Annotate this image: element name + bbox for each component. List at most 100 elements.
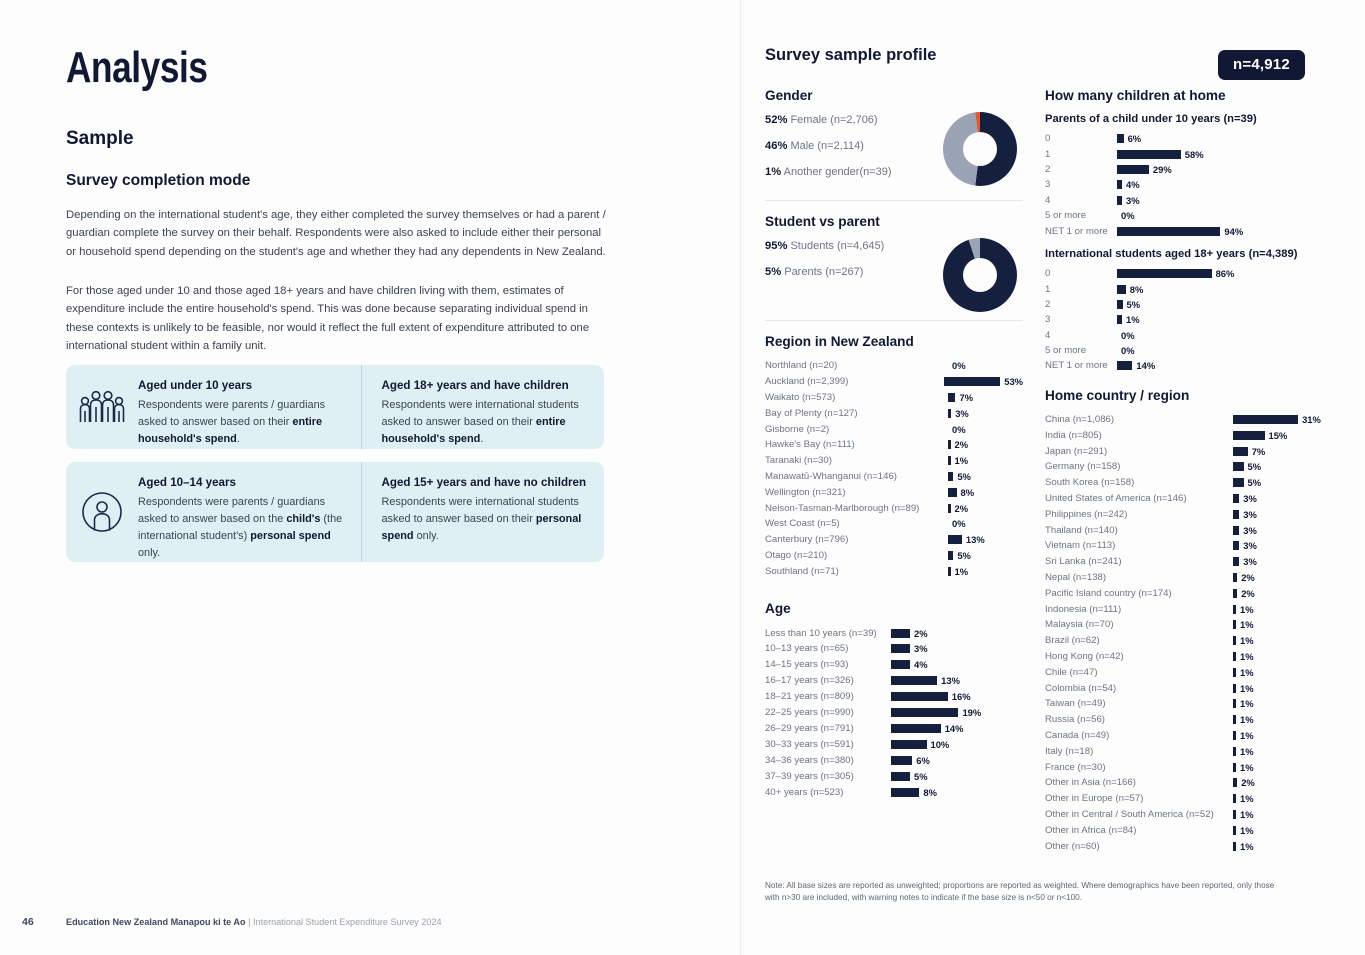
bar-label: Italy (n=18) — [1045, 745, 1094, 757]
bar-label: Nepal (n=138) — [1045, 572, 1107, 584]
bar-value: 3% — [1243, 524, 1257, 536]
bar-value: 4% — [914, 659, 928, 671]
bar-label: 40+ years (n=523) — [765, 786, 844, 798]
bar-label: NET 1 or more — [1045, 360, 1108, 372]
bar-fill — [1233, 573, 1238, 583]
page-divider — [740, 0, 741, 955]
bar-track: 4% — [891, 659, 928, 670]
bar-value: 0% — [952, 360, 966, 372]
bar-fill — [1233, 667, 1236, 677]
legend-value: 46% — [765, 140, 788, 152]
info-box-heading: Aged 18+ years and have children — [381, 379, 569, 392]
bar-row: 1 8% — [1045, 281, 1333, 296]
bar-track: 0% — [948, 360, 966, 371]
bar-fill — [948, 440, 951, 450]
legend-value: 52% — [765, 114, 788, 126]
bar-row: Malaysia (n=70) 1% — [1045, 617, 1333, 633]
bar-value: 2% — [1241, 777, 1255, 789]
bar-value: 3% — [1126, 194, 1140, 206]
bar-label: Other in Africa (n=84) — [1045, 824, 1137, 836]
bar-track: 1% — [1233, 714, 1254, 725]
bar-track: 94% — [1117, 226, 1243, 237]
student-parent-legend: 95% Students (n=4,645) 5% Parents (n=267) — [765, 238, 943, 292]
bar-row: Indonesia (n=111) 1% — [1045, 601, 1333, 617]
bar-row: 14–15 years (n=93) 4% — [765, 657, 1023, 673]
bar-label: China (n=1,086) — [1045, 414, 1115, 426]
bar-value: 29% — [1152, 164, 1172, 176]
heading-survey-completion-mode: Survey completion mode — [66, 172, 251, 189]
bar-fill — [948, 392, 956, 402]
bar-label: West Coast (n=5) — [765, 518, 840, 530]
bar-value: 13% — [941, 675, 960, 687]
bar-row: 2 29% — [1045, 162, 1333, 177]
text-part: . — [236, 432, 240, 445]
bar-row: Less than 10 years (n=39) 2% — [765, 625, 1023, 641]
bar-fill — [948, 471, 954, 481]
bar-row: Taranaki (n=30) 1% — [765, 453, 1023, 469]
text-part: Respondents were parents / guardians ask… — [138, 496, 326, 525]
student-parent-donut-chart — [943, 238, 1017, 312]
bar-track: 5% — [1233, 461, 1261, 472]
gender-legend: 52% Female (n=2,706) 46% Male (n=2,114) 1%… — [765, 112, 943, 192]
bar-track: 1% — [948, 455, 968, 466]
info-box-text: Respondents were parents / guardians ask… — [138, 494, 347, 562]
page-title: Analysis — [66, 43, 208, 92]
chart-title-region: Region in New Zealand — [765, 334, 914, 349]
bar-value: 1% — [1240, 761, 1254, 773]
bar-value: 5% — [957, 470, 971, 482]
bar-row: Philippines (n=242) 3% — [1045, 506, 1333, 522]
bar-fill — [891, 708, 959, 718]
bar-row: Other in Europe (n=57) 1% — [1045, 791, 1333, 807]
bar-value: 1% — [1240, 745, 1254, 757]
footer-separator: | — [248, 917, 251, 927]
info-box-under-10: Aged under 10 years Respondents were par… — [66, 365, 604, 449]
bar-track: 8% — [891, 787, 937, 798]
bar-value: 1% — [1126, 314, 1140, 326]
bar-label: 4 — [1045, 329, 1051, 341]
bar-row: Wellington (n=321) 8% — [765, 484, 1023, 500]
bar-row: 18–21 years (n=809) 16% — [765, 689, 1023, 705]
bar-row: Canterbury (n=796) 13% — [765, 532, 1023, 548]
bar-track: 1% — [1233, 809, 1254, 820]
bar-fill — [891, 723, 941, 733]
bar-value: 5% — [914, 770, 928, 782]
bar-label: Sri Lanka (n=241) — [1045, 556, 1122, 568]
bar-fill — [1117, 195, 1122, 205]
bar-value: 8% — [1129, 283, 1144, 295]
bar-value: 5% — [1247, 477, 1262, 489]
bar-value: 3% — [955, 407, 969, 419]
bar-value: 1% — [1240, 793, 1254, 805]
bar-fill — [1233, 636, 1236, 646]
bar-label: 30–33 years (n=591) — [765, 738, 854, 750]
bar-fill — [1233, 731, 1236, 741]
legend-label: Parents (n=267) — [781, 266, 864, 278]
chart-title-student-vs-parent: Student vs parent — [765, 214, 880, 229]
bar-track: 1% — [1233, 762, 1254, 773]
bar-value: 1% — [954, 455, 969, 467]
bar-value: 1% — [1240, 714, 1254, 726]
bar-row: 3 4% — [1045, 177, 1333, 192]
bar-value: 8% — [923, 786, 937, 798]
bar-track: 0% — [1117, 210, 1135, 221]
bar-label: 5 or more — [1045, 210, 1087, 222]
bar-fill — [1117, 180, 1122, 190]
text-emphasis: entire household's spend — [138, 415, 323, 445]
bar-label: Thailand (n=140) — [1045, 524, 1118, 536]
footnote: Note: All base sizes are reported as unw… — [765, 881, 1275, 903]
bar-row: Waikato (n=573) 7% — [765, 390, 1023, 406]
bar-label: Malaysia (n=70) — [1045, 619, 1114, 631]
bar-fill — [1233, 557, 1240, 567]
info-box-10-14: Aged 10–14 years Respondents were parent… — [66, 462, 604, 562]
bar-row: 1 58% — [1045, 147, 1333, 162]
bar-track: 3% — [1233, 556, 1257, 567]
bar-label: 22–25 years (n=990) — [765, 707, 854, 719]
chart-subtitle-parents-under-10: Parents of a child under 10 years (n=39) — [1045, 113, 1257, 125]
legend-item: 46% Male (n=2,114) — [765, 140, 943, 152]
bar-row: India (n=805) 15% — [1045, 427, 1333, 443]
footer-brand: Education New Zealand Manapou ki te Ao — [66, 917, 246, 927]
text-part: Respondents were parents / guardians ask… — [138, 399, 326, 428]
info-box-col-left: Aged 10–14 years Respondents were parent… — [138, 462, 361, 562]
bar-fill — [1233, 810, 1236, 819]
home-country-bar-chart: China (n=1,086) 31% India (n=805) 15% Japan … — [1045, 412, 1333, 854]
bar-row: Hong Kong (n=42) 1% — [1045, 649, 1333, 665]
